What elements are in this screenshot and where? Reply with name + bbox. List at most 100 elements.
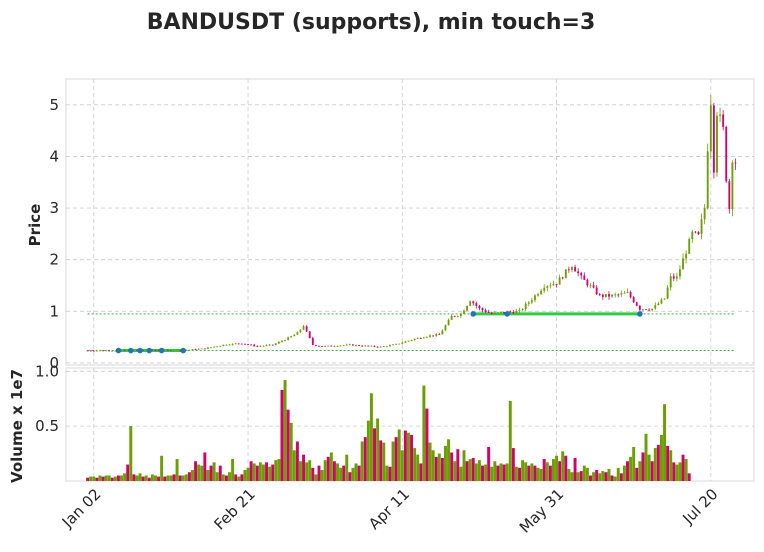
candle-body bbox=[592, 285, 595, 288]
volume-bar bbox=[601, 471, 605, 481]
candle-body bbox=[250, 344, 253, 346]
candle-body bbox=[228, 344, 231, 346]
volume-bar bbox=[376, 418, 380, 481]
volume-bar bbox=[474, 463, 478, 481]
candle-body bbox=[453, 315, 456, 317]
candle-body bbox=[244, 343, 246, 345]
candle-body bbox=[731, 162, 734, 210]
candle-body bbox=[324, 346, 327, 347]
candle-body bbox=[305, 326, 308, 332]
volume-bar bbox=[132, 474, 136, 481]
candle-body bbox=[500, 311, 502, 313]
candle-body bbox=[697, 231, 700, 235]
candle-body bbox=[642, 309, 644, 311]
volume-bar bbox=[178, 475, 182, 481]
volume-bar bbox=[604, 472, 608, 481]
candle-body bbox=[382, 346, 385, 348]
candle-body bbox=[691, 231, 694, 239]
volume-bar bbox=[311, 467, 315, 481]
candle-body bbox=[419, 338, 422, 339]
candle-body bbox=[645, 309, 647, 311]
support-touch-point bbox=[137, 347, 143, 354]
volume-bar bbox=[403, 430, 407, 481]
volume-bar bbox=[582, 465, 586, 481]
candle-body bbox=[132, 349, 135, 351]
volume-bar bbox=[663, 404, 666, 481]
candle-body bbox=[361, 345, 364, 347]
volume-axis-label: Volume x 1e7 bbox=[8, 369, 26, 483]
volume-bar bbox=[184, 474, 188, 481]
price-panel-frame bbox=[65, 78, 755, 366]
candle-body bbox=[487, 312, 490, 313]
volume-bar bbox=[249, 461, 253, 481]
volume-bar bbox=[524, 462, 528, 481]
candle-body bbox=[466, 305, 469, 311]
candle-body bbox=[231, 343, 234, 345]
volume-bar bbox=[107, 475, 111, 481]
volume-bar bbox=[644, 433, 648, 481]
candle-body bbox=[521, 309, 524, 310]
price-y-tick-label: 5 bbox=[49, 96, 59, 114]
candle-body bbox=[626, 292, 629, 293]
candle-body bbox=[314, 344, 317, 346]
volume-bar bbox=[271, 464, 275, 481]
volume-bar bbox=[413, 448, 417, 481]
candle-body bbox=[530, 300, 533, 303]
volume-bar bbox=[570, 472, 574, 481]
candle-body bbox=[194, 349, 197, 350]
candle-body bbox=[373, 345, 376, 347]
volume-bar bbox=[647, 454, 651, 481]
volume-bar bbox=[101, 476, 105, 481]
volume-bar bbox=[246, 467, 250, 481]
support-touch-points bbox=[115, 311, 643, 354]
volume-bar bbox=[400, 450, 404, 481]
volume-bar bbox=[295, 441, 299, 481]
candle-body bbox=[608, 294, 610, 297]
support-touch-point bbox=[180, 347, 187, 354]
volume-bar bbox=[336, 463, 339, 481]
volume-bar bbox=[545, 462, 549, 481]
volume-bar bbox=[354, 463, 358, 481]
candle-body bbox=[725, 126, 728, 182]
candle-body bbox=[595, 287, 598, 295]
candle-body bbox=[277, 341, 280, 344]
candle-body bbox=[256, 346, 259, 347]
candle-body bbox=[438, 334, 441, 335]
candle-body bbox=[108, 350, 111, 352]
candle-body bbox=[558, 277, 561, 285]
candle-body bbox=[475, 303, 478, 306]
candle-body bbox=[571, 267, 573, 271]
candle-body bbox=[444, 325, 447, 331]
candle-body bbox=[364, 345, 367, 347]
volume-bar bbox=[166, 475, 170, 481]
volume-bar bbox=[561, 451, 565, 481]
candle-body bbox=[623, 292, 626, 294]
volume-bar bbox=[110, 477, 114, 481]
volume-bar bbox=[261, 464, 265, 481]
x-tick-label: May 31 bbox=[516, 485, 568, 537]
volume-bar bbox=[314, 474, 318, 481]
volume-bars bbox=[86, 380, 691, 481]
volume-bar bbox=[453, 461, 457, 481]
volume-bar bbox=[558, 461, 562, 481]
candle-body bbox=[611, 294, 614, 297]
volume-bar bbox=[428, 442, 432, 481]
volume-bar bbox=[656, 444, 660, 481]
volume-bar bbox=[373, 428, 376, 481]
candle-body bbox=[574, 267, 576, 272]
volume-bar bbox=[406, 432, 410, 481]
candle-body bbox=[154, 350, 157, 351]
volume-bar bbox=[332, 461, 336, 481]
volume-bar bbox=[659, 434, 663, 481]
volume-bar bbox=[141, 476, 145, 481]
candle-body bbox=[191, 349, 194, 350]
volume-bar bbox=[329, 452, 333, 481]
volume-bar bbox=[394, 437, 398, 481]
x-tick-label: Feb 21 bbox=[210, 485, 258, 533]
volume-bar bbox=[490, 466, 494, 481]
volume-bar bbox=[410, 434, 414, 481]
volume-bar bbox=[502, 464, 506, 481]
volume-bar bbox=[477, 460, 481, 481]
candle-body bbox=[179, 350, 182, 352]
candle-body bbox=[651, 308, 654, 311]
